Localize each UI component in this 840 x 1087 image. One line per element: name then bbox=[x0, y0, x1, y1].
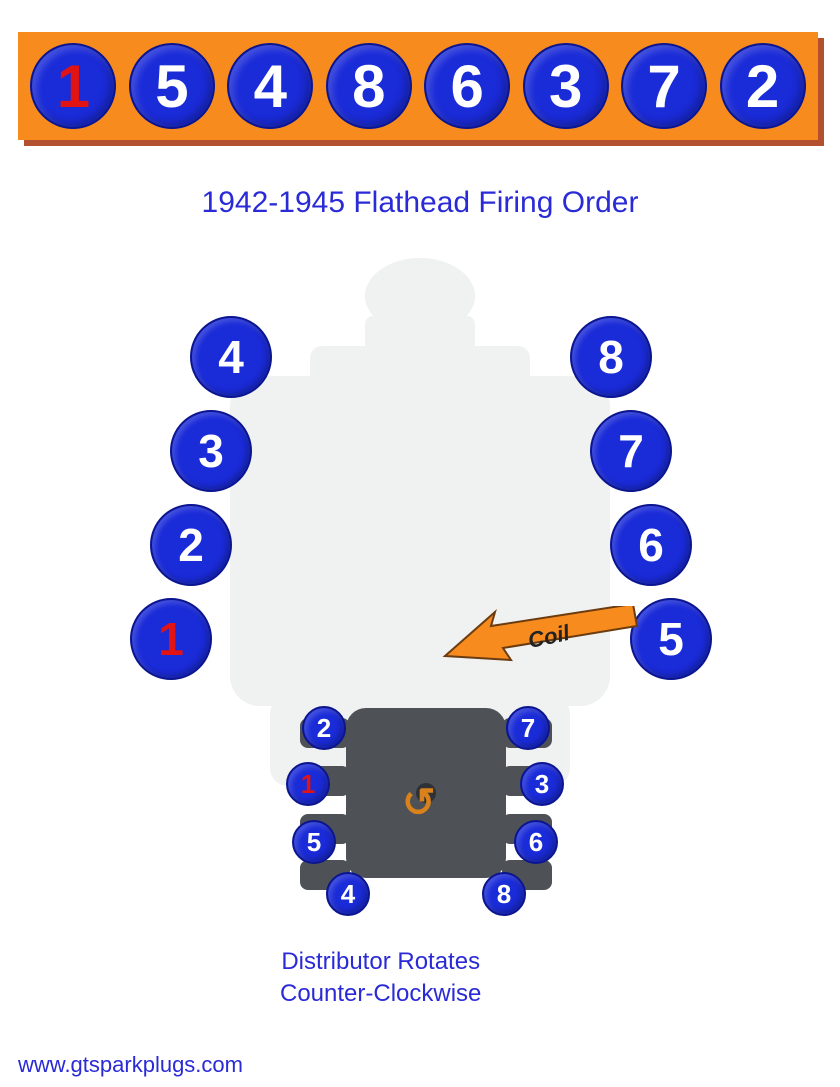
dist-term-5: 5 bbox=[292, 820, 336, 864]
firing-order-circle-8: 8 bbox=[326, 43, 412, 129]
diagram-canvas: 15486372 1942-1945 Flathead Firing Order bbox=[0, 0, 840, 1087]
firing-order-circle-5: 5 bbox=[129, 43, 215, 129]
firing-order-circle-6: 6 bbox=[424, 43, 510, 129]
dist-term-4: 4 bbox=[326, 872, 370, 916]
left-cyl-3: 3 bbox=[170, 410, 252, 492]
right-cyl-8: 8 bbox=[570, 316, 652, 398]
firing-order-circle-7: 7 bbox=[621, 43, 707, 129]
firing-order-bar: 15486372 bbox=[18, 32, 818, 140]
firing-order-circle-2: 2 bbox=[720, 43, 806, 129]
dist-term-7: 7 bbox=[506, 706, 550, 750]
left-cyl-4: 4 bbox=[190, 316, 272, 398]
dist-term-1: 1 bbox=[286, 762, 330, 806]
footer-url: www.gtsparkplugs.com bbox=[18, 1052, 243, 1078]
firing-order-circle-1: 1 bbox=[30, 43, 116, 129]
caption-line-2: Counter-Clockwise bbox=[280, 978, 481, 1010]
firing-order-circle-3: 3 bbox=[523, 43, 609, 129]
dist-term-8: 8 bbox=[482, 872, 526, 916]
firing-order-circle-4: 4 bbox=[227, 43, 313, 129]
right-cyl-7: 7 bbox=[590, 410, 672, 492]
dist-term-3: 3 bbox=[520, 762, 564, 806]
left-cyl-1: 1 bbox=[130, 598, 212, 680]
distributor-caption: Distributor Rotates Counter-Clockwise bbox=[280, 946, 481, 1011]
right-cyl-6: 6 bbox=[610, 504, 692, 586]
dist-term-2: 2 bbox=[302, 706, 346, 750]
caption-line-1: Distributor Rotates bbox=[280, 946, 481, 978]
rotation-arrow-icon: ↻ bbox=[402, 780, 436, 826]
left-cyl-2: 2 bbox=[150, 504, 232, 586]
dist-term-6: 6 bbox=[514, 820, 558, 864]
diagram-title: 1942-1945 Flathead Firing Order bbox=[0, 186, 840, 220]
